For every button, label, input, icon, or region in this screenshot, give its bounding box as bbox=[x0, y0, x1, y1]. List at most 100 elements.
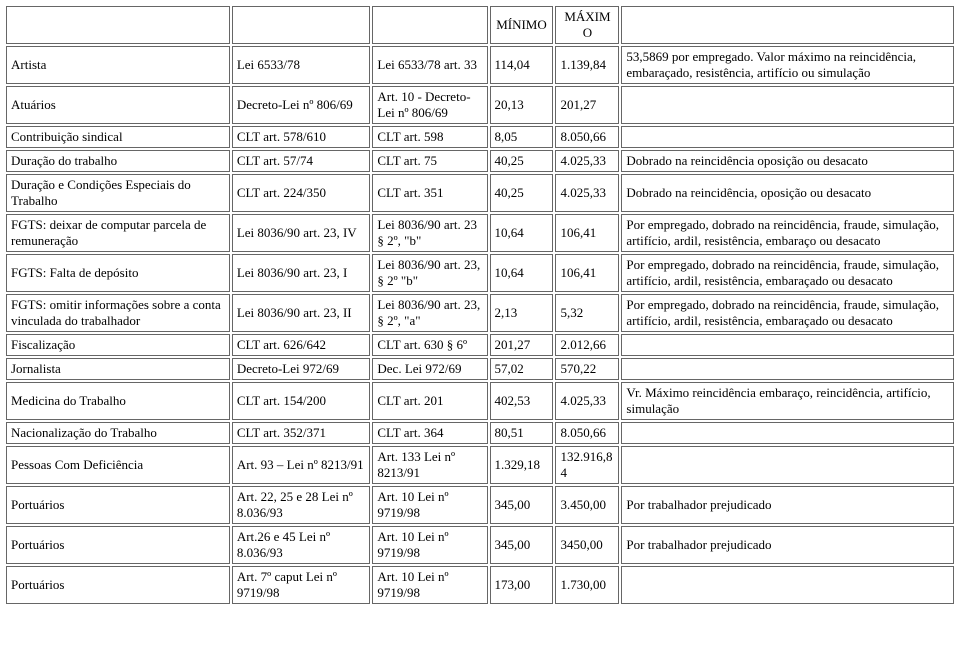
cell-c2: Art. 93 – Lei nº 8213/91 bbox=[232, 446, 371, 484]
table-row: AtuáriosDecreto-Lei nº 806/69Art. 10 - D… bbox=[6, 86, 954, 124]
cell-c3: CLT art. 75 bbox=[372, 150, 487, 172]
cell-c1: Contribuição sindical bbox=[6, 126, 230, 148]
table-row: Pessoas Com DeficiênciaArt. 93 – Lei nº … bbox=[6, 446, 954, 484]
cell-c2: Lei 8036/90 art. 23, II bbox=[232, 294, 371, 332]
cell-c6 bbox=[621, 126, 954, 148]
cell-c4: 40,25 bbox=[490, 150, 554, 172]
cell-c1: FGTS: deixar de computar parcela de remu… bbox=[6, 214, 230, 252]
cell-c6: Por empregado, dobrado na reincidência, … bbox=[621, 214, 954, 252]
header-row: MÍNIMO MÁXIMO bbox=[6, 6, 954, 44]
cell-c2: CLT art. 578/610 bbox=[232, 126, 371, 148]
cell-c2: Lei 8036/90 art. 23, IV bbox=[232, 214, 371, 252]
cell-c4: 345,00 bbox=[490, 486, 554, 524]
cell-c3: Lei 8036/90 art. 23, § 2º "b" bbox=[372, 254, 487, 292]
cell-c6 bbox=[621, 358, 954, 380]
cell-c1: Atuários bbox=[6, 86, 230, 124]
cell-c2: CLT art. 154/200 bbox=[232, 382, 371, 420]
cell-c1: Artista bbox=[6, 46, 230, 84]
cell-c4: 10,64 bbox=[490, 214, 554, 252]
cell-c4: 114,04 bbox=[490, 46, 554, 84]
cell-c2: CLT art. 57/74 bbox=[232, 150, 371, 172]
cell-c6: Vr. Máximo reincidência embaraço, reinci… bbox=[621, 382, 954, 420]
cell-c2: Art. 22, 25 e 28 Lei nº 8.036/93 bbox=[232, 486, 371, 524]
cell-c4: 80,51 bbox=[490, 422, 554, 444]
cell-c4: 57,02 bbox=[490, 358, 554, 380]
table-row: PortuáriosArt. 7º caput Lei nº 9719/98Ar… bbox=[6, 566, 954, 604]
cell-c4: 1.329,18 bbox=[490, 446, 554, 484]
cell-c3: Lei 8036/90 art. 23, § 2º, "a" bbox=[372, 294, 487, 332]
cell-c2: Art.26 e 45 Lei nº 8.036/93 bbox=[232, 526, 371, 564]
cell-c1: Duração do trabalho bbox=[6, 150, 230, 172]
header-blank-2 bbox=[232, 6, 371, 44]
cell-c6: Por trabalhador prejudicado bbox=[621, 526, 954, 564]
cell-c6 bbox=[621, 566, 954, 604]
cell-c1: Portuários bbox=[6, 566, 230, 604]
table-row: Nacionalização do TrabalhoCLT art. 352/3… bbox=[6, 422, 954, 444]
cell-c1: Pessoas Com Deficiência bbox=[6, 446, 230, 484]
header-blank-6 bbox=[621, 6, 954, 44]
header-max: MÁXIMO bbox=[555, 6, 619, 44]
cell-c5: 1.730,00 bbox=[555, 566, 619, 604]
table-row: FGTS: omitir informações sobre a conta v… bbox=[6, 294, 954, 332]
cell-c2: CLT art. 352/371 bbox=[232, 422, 371, 444]
table-row: FiscalizaçãoCLT art. 626/642CLT art. 630… bbox=[6, 334, 954, 356]
cell-c4: 402,53 bbox=[490, 382, 554, 420]
cell-c3: CLT art. 598 bbox=[372, 126, 487, 148]
table-row: PortuáriosArt. 22, 25 e 28 Lei nº 8.036/… bbox=[6, 486, 954, 524]
cell-c5: 4.025,33 bbox=[555, 382, 619, 420]
cell-c3: Art. 10 Lei nº 9719/98 bbox=[372, 526, 487, 564]
cell-c5: 106,41 bbox=[555, 254, 619, 292]
cell-c5: 2.012,66 bbox=[555, 334, 619, 356]
cell-c1: Jornalista bbox=[6, 358, 230, 380]
table-row: PortuáriosArt.26 e 45 Lei nº 8.036/93Art… bbox=[6, 526, 954, 564]
table-row: FGTS: Falta de depósitoLei 8036/90 art. … bbox=[6, 254, 954, 292]
cell-c5: 8.050,66 bbox=[555, 126, 619, 148]
cell-c2: Art. 7º caput Lei nº 9719/98 bbox=[232, 566, 371, 604]
cell-c2: CLT art. 224/350 bbox=[232, 174, 371, 212]
cell-c1: Portuários bbox=[6, 526, 230, 564]
cell-c5: 4.025,33 bbox=[555, 174, 619, 212]
cell-c4: 345,00 bbox=[490, 526, 554, 564]
cell-c5: 201,27 bbox=[555, 86, 619, 124]
cell-c4: 173,00 bbox=[490, 566, 554, 604]
cell-c3: Art. 10 Lei nº 9719/98 bbox=[372, 486, 487, 524]
cell-c6 bbox=[621, 86, 954, 124]
cell-c5: 4.025,33 bbox=[555, 150, 619, 172]
penalty-table: MÍNIMO MÁXIMO ArtistaLei 6533/78Lei 6533… bbox=[4, 4, 956, 606]
cell-c5: 5,32 bbox=[555, 294, 619, 332]
cell-c1: FGTS: Falta de depósito bbox=[6, 254, 230, 292]
cell-c5: 106,41 bbox=[555, 214, 619, 252]
cell-c2: Lei 8036/90 art. 23, I bbox=[232, 254, 371, 292]
table-row: Contribuição sindicalCLT art. 578/610CLT… bbox=[6, 126, 954, 148]
cell-c3: Lei 6533/78 art. 33 bbox=[372, 46, 487, 84]
cell-c4: 20,13 bbox=[490, 86, 554, 124]
cell-c1: Portuários bbox=[6, 486, 230, 524]
cell-c3: Art. 10 - Decreto-Lei nº 806/69 bbox=[372, 86, 487, 124]
cell-c1: Nacionalização do Trabalho bbox=[6, 422, 230, 444]
cell-c5: 132.916,84 bbox=[555, 446, 619, 484]
cell-c3: CLT art. 351 bbox=[372, 174, 487, 212]
cell-c3: CLT art. 364 bbox=[372, 422, 487, 444]
table-row: JornalistaDecreto-Lei 972/69Dec. Lei 972… bbox=[6, 358, 954, 380]
cell-c6: Por empregado, dobrado na reincidência, … bbox=[621, 254, 954, 292]
cell-c5: 570,22 bbox=[555, 358, 619, 380]
cell-c6: Por empregado, dobrado na reincidência, … bbox=[621, 294, 954, 332]
cell-c2: Decreto-Lei nº 806/69 bbox=[232, 86, 371, 124]
cell-c5: 1.139,84 bbox=[555, 46, 619, 84]
cell-c6: Por trabalhador prejudicado bbox=[621, 486, 954, 524]
cell-c2: CLT art. 626/642 bbox=[232, 334, 371, 356]
header-min: MÍNIMO bbox=[490, 6, 554, 44]
cell-c5: 3.450,00 bbox=[555, 486, 619, 524]
cell-c4: 10,64 bbox=[490, 254, 554, 292]
cell-c4: 201,27 bbox=[490, 334, 554, 356]
table-row: Medicina do TrabalhoCLT art. 154/200CLT … bbox=[6, 382, 954, 420]
table-row: FGTS: deixar de computar parcela de remu… bbox=[6, 214, 954, 252]
cell-c6: Dobrado na reincidência oposição ou desa… bbox=[621, 150, 954, 172]
table-row: ArtistaLei 6533/78Lei 6533/78 art. 33114… bbox=[6, 46, 954, 84]
cell-c3: Lei 8036/90 art. 23 § 2º, "b" bbox=[372, 214, 487, 252]
cell-c2: Decreto-Lei 972/69 bbox=[232, 358, 371, 380]
cell-c1: Fiscalização bbox=[6, 334, 230, 356]
cell-c3: CLT art. 201 bbox=[372, 382, 487, 420]
cell-c4: 40,25 bbox=[490, 174, 554, 212]
cell-c6 bbox=[621, 446, 954, 484]
